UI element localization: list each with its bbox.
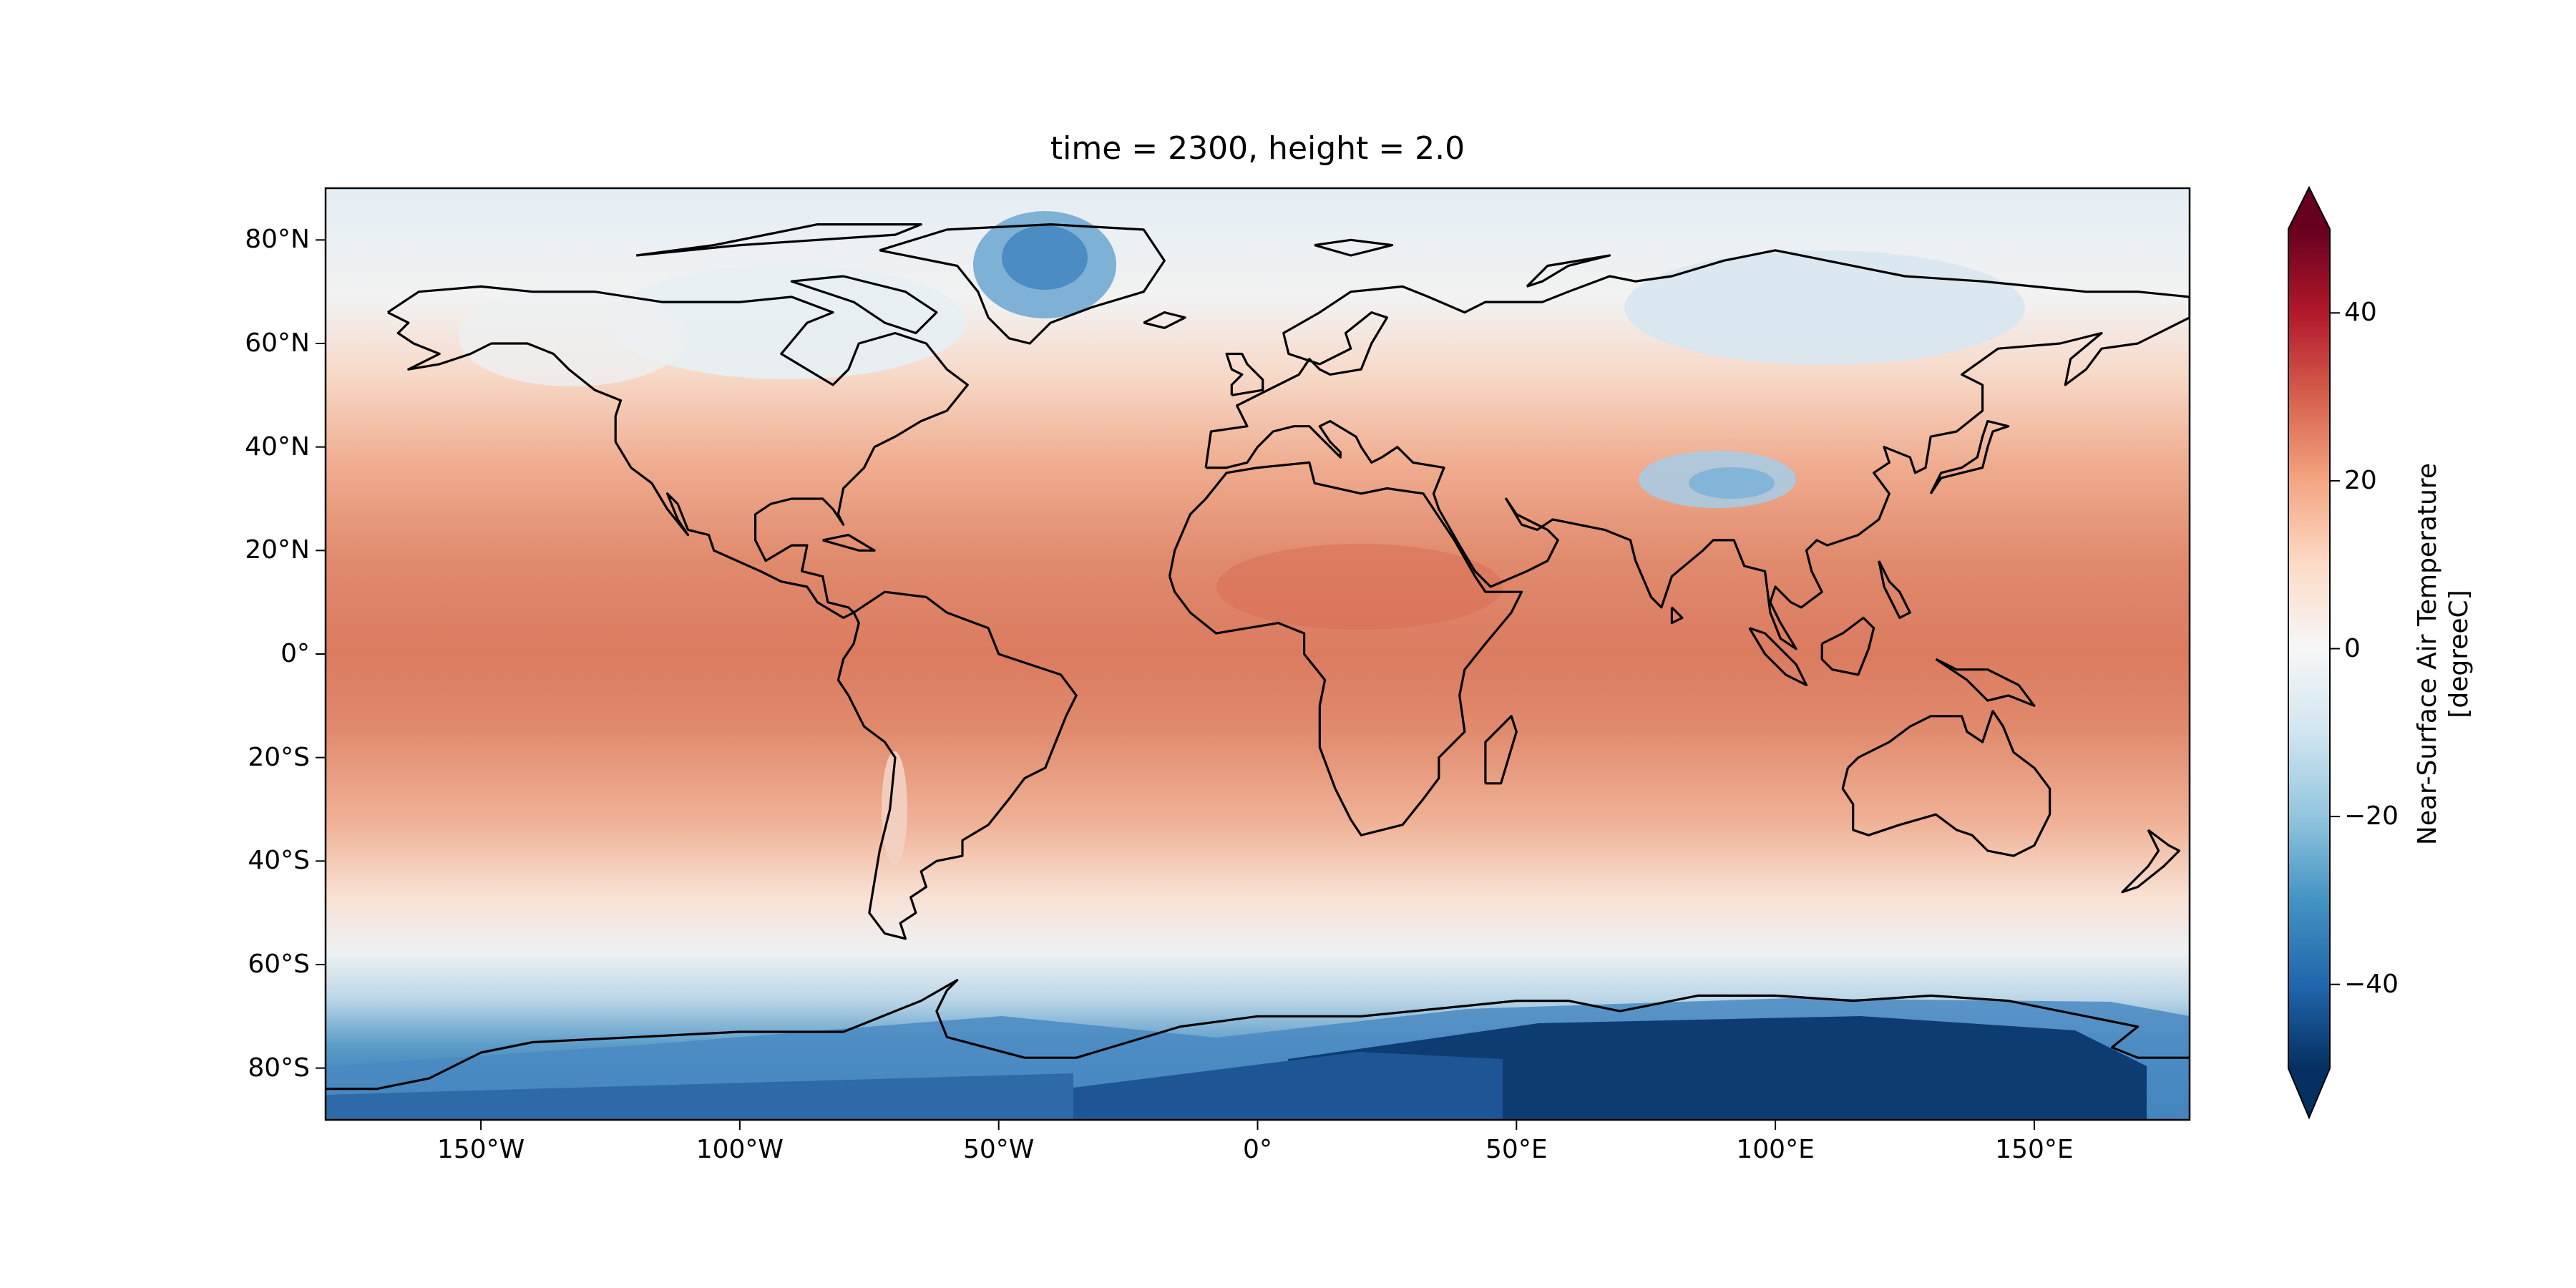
y-tick-label: 20°S bbox=[248, 742, 310, 772]
y-tick-label: 20°N bbox=[245, 535, 310, 565]
iceland-coast bbox=[1143, 311, 1186, 329]
colorbar-tick-label: 0 bbox=[2344, 633, 2361, 663]
regional-temperature-anomalies bbox=[326, 211, 2190, 1120]
africa-coast bbox=[1168, 461, 1523, 836]
y-tick-label: 60°N bbox=[245, 328, 310, 358]
x-tick-label: 50°W bbox=[962, 1135, 1035, 1164]
coastlines bbox=[326, 223, 2190, 1091]
japan-coast bbox=[1929, 419, 2010, 494]
baffin-coast bbox=[790, 275, 938, 335]
x-tick-label: 150°E bbox=[1995, 1135, 2074, 1164]
colorbar-extend-min bbox=[2288, 1068, 2330, 1118]
australia-coast bbox=[1841, 709, 2051, 857]
colorbar-title: Near-Surface Air Temperature [degreeC] bbox=[2412, 404, 2475, 904]
new-guinea-coast bbox=[1935, 658, 2036, 707]
x-tick-label: 100°W bbox=[696, 1135, 784, 1164]
eurasia-coast bbox=[1204, 249, 2190, 650]
x-tick-label: 100°E bbox=[1736, 1135, 1815, 1164]
antarctica-coast bbox=[326, 979, 2190, 1091]
colorbar-tick-label: −40 bbox=[2344, 969, 2399, 999]
colorbar-ticks bbox=[2330, 312, 2340, 985]
colorbar-tick-label: 40 bbox=[2344, 298, 2377, 328]
colorbar-outline bbox=[2288, 185, 2331, 1120]
greenland-coast bbox=[879, 223, 1166, 345]
colorbar-title-line1: Near-Surface Air Temperature bbox=[2413, 462, 2442, 846]
map-title: time = 2300, height = 2.0 bbox=[1050, 130, 1465, 167]
y-tick-label: 0° bbox=[280, 639, 310, 668]
x-tick-label: 150°W bbox=[436, 1135, 525, 1164]
new-zealand-coast bbox=[2121, 829, 2181, 894]
colorbar-title-line2: [degreeC] bbox=[2444, 590, 2474, 718]
britain-coast bbox=[1225, 352, 1264, 396]
sumatra-coast bbox=[1748, 627, 1808, 687]
x-tick-label: 50°E bbox=[1485, 1135, 1548, 1164]
colorbar-tick-label: 20 bbox=[2344, 465, 2377, 495]
y-tick-label: 80°N bbox=[245, 225, 310, 255]
x-tick-label: 0° bbox=[1243, 1135, 1272, 1164]
y-tick-label: 80°S bbox=[248, 1053, 310, 1083]
novaya-zemlya-coast bbox=[1526, 254, 1611, 288]
y-tick-label: 60°S bbox=[248, 950, 310, 979]
north-america-coast bbox=[386, 285, 969, 620]
colorbar-body bbox=[2288, 229, 2330, 1068]
sri-lanka-coast bbox=[1670, 606, 1684, 625]
colorbar-tick-label: −20 bbox=[2344, 801, 2399, 831]
borneo-coast bbox=[1820, 616, 1875, 676]
svalbard-coast bbox=[1314, 238, 1394, 257]
longitude-ticks bbox=[480, 1120, 2035, 1130]
y-tick-label: 40°N bbox=[245, 431, 310, 462]
y-tick-label: 40°S bbox=[248, 846, 310, 876]
philippines-coast bbox=[1878, 560, 1911, 620]
madagascar-coast bbox=[1484, 715, 1518, 785]
cuba-coast bbox=[822, 533, 876, 552]
latitude-ticks bbox=[316, 239, 326, 1069]
arctic-islands-coast bbox=[635, 223, 922, 257]
colorbar-extend-max bbox=[2288, 187, 2330, 229]
south-america-coast bbox=[836, 590, 1078, 940]
